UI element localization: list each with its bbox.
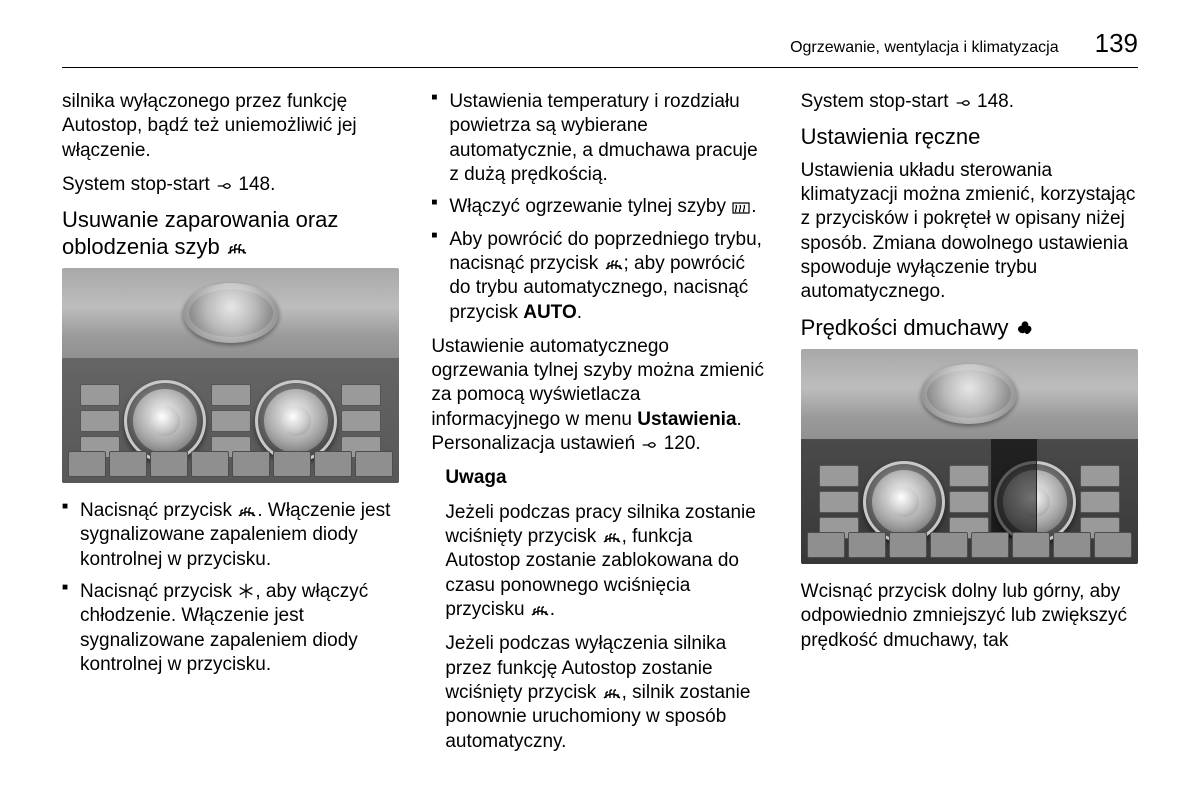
left-dial: [863, 461, 945, 543]
climate-panel-image-2: [801, 349, 1138, 564]
col1-bullet-2: Nacisnąć przycisk , aby włączyć chłodzen…: [62, 580, 399, 677]
note-para-2: Jeżeli podczas wyłączenia silnika przez …: [445, 632, 768, 754]
fan-icon: [1015, 318, 1035, 338]
col1-para-2: System stop-start 148.: [62, 173, 399, 197]
col1-bullets: Nacisnąć przycisk . Włączenie jest sygna…: [62, 499, 399, 677]
col2-bullet-1: Ustawienia temperatury i rozdziału powie…: [431, 90, 768, 187]
col2-bullet-3: Aby powrócić do poprzedniego trybu, naci…: [431, 228, 768, 325]
defrost-icon: [602, 687, 622, 701]
column-1: silnika wyłączonego przez funkcję Autost…: [62, 90, 399, 764]
content-columns: silnika wyłączonego przez funkcję Autost…: [62, 90, 1138, 764]
col1-para-1: silnika wyłączonego przez funkcję Autost…: [62, 90, 399, 163]
link-ref-icon: [954, 96, 972, 110]
snowflake-icon: [237, 582, 255, 600]
climate-panel-image-1: [62, 268, 399, 483]
fan-button-highlight: [991, 439, 1037, 538]
right-dial: [255, 380, 337, 462]
defrost-icon: [604, 258, 624, 272]
col2-bullet-2: Włączyć ogrzewanie tylnej szyby .: [431, 195, 768, 219]
col3-para-1: System stop-start 148.: [801, 90, 1138, 114]
header-title: Ogrzewanie, wentylacja i klimatyzacja: [790, 39, 1059, 57]
defrost-icon: [530, 604, 550, 618]
link-ref-icon: [640, 438, 658, 452]
column-3: System stop-start 148. Ustawienia ręczne…: [801, 90, 1138, 764]
col2-para-1: Ustawienie automatycznego ogrzewania tyl…: [431, 335, 768, 457]
defrost-icon: [602, 531, 622, 545]
header-divider: [62, 67, 1138, 68]
col3-para-3: Wcisnąć przycisk dolny lub górny, aby od…: [801, 580, 1138, 653]
defrost-icon: [237, 505, 257, 519]
col3-heading-manual: Ustawienia ręczne: [801, 124, 1138, 150]
col3-para-2: Ustawienia układu sterowania klimatyzacj…: [801, 159, 1138, 305]
link-ref-icon: [215, 179, 233, 193]
page-number: 139: [1095, 28, 1138, 59]
note-block: Uwaga Jeżeli podczas pracy silnika zosta…: [431, 466, 768, 753]
col3-heading-fan: Prędkości dmuchawy: [801, 315, 1138, 341]
note-para-1: Jeżeli podczas pracy silnika zostanie wc…: [445, 501, 768, 623]
col1-bullet-1: Nacisnąć przycisk . Włączenie jest sygna…: [62, 499, 399, 572]
column-2: Ustawienia temperatury i rozdziału powie…: [431, 90, 768, 764]
col2-bullets: Ustawienia temperatury i rozdziału powie…: [431, 90, 768, 325]
note-label: Uwaga: [445, 466, 768, 490]
page-header: Ogrzewanie, wentylacja i klimatyzacja 13…: [62, 28, 1138, 59]
left-dial: [124, 380, 206, 462]
rear-defrost-icon: [731, 201, 751, 215]
col1-heading-defog: Usuwanie zaparowania oraz oblodzenia szy…: [62, 207, 399, 260]
defrost-icon: [226, 241, 248, 257]
